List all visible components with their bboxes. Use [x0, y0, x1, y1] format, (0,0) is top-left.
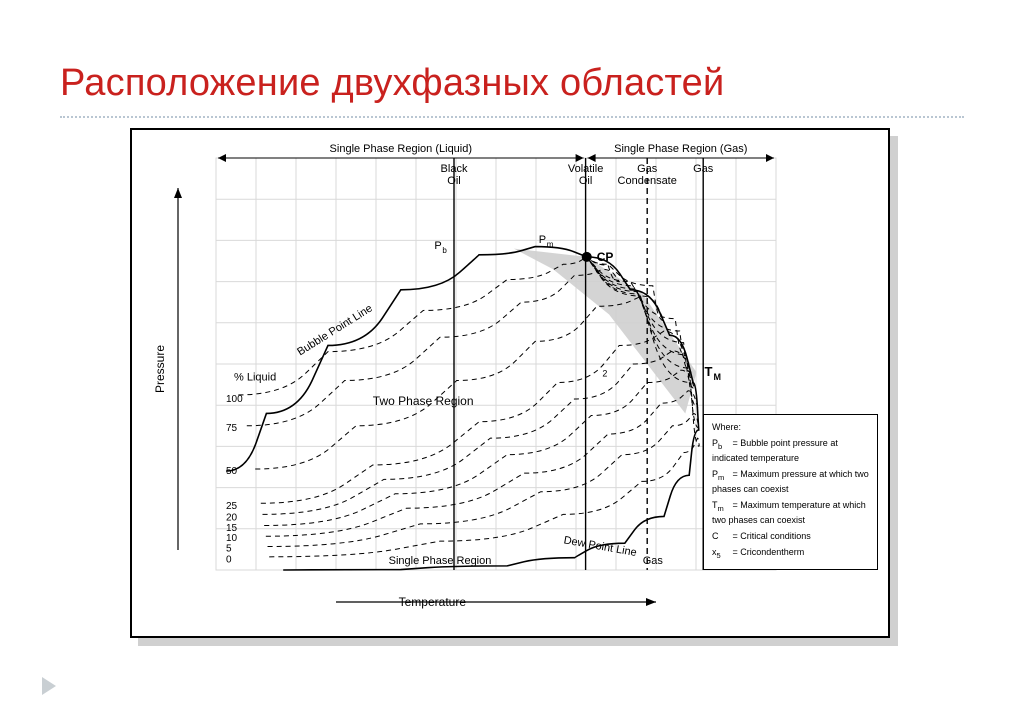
legend-row: C = Critical conditions	[712, 530, 869, 542]
svg-text:20: 20	[226, 512, 238, 523]
svg-text:Temperature: Temperature	[399, 595, 467, 609]
svg-text:CP: CP	[597, 250, 614, 264]
play-icon[interactable]	[42, 677, 56, 695]
svg-text:Volatile: Volatile	[568, 163, 603, 175]
figure-frame: BlackOilVolatileOilGasCondensateGasSingl…	[130, 128, 890, 638]
svg-text:b: b	[442, 246, 447, 255]
svg-text:75: 75	[226, 423, 238, 434]
svg-text:Black: Black	[441, 163, 468, 175]
svg-text:10: 10	[226, 533, 238, 544]
svg-text:T: T	[704, 364, 712, 379]
divider-dots	[60, 116, 964, 118]
legend-header: Where:	[712, 421, 869, 433]
svg-text:Condensate: Condensate	[618, 175, 677, 187]
svg-text:Gas: Gas	[643, 555, 664, 567]
svg-text:Oil: Oil	[579, 175, 592, 187]
svg-text:Gas: Gas	[637, 163, 658, 175]
svg-text:Pressure: Pressure	[153, 345, 167, 393]
svg-text:Single Phase Region: Single Phase Region	[389, 555, 492, 567]
legend-row: Tm = Maximum temperature at which two ph…	[712, 499, 869, 526]
svg-text:25: 25	[226, 501, 238, 512]
svg-text:50: 50	[226, 466, 238, 477]
svg-text:P: P	[539, 234, 546, 246]
svg-text:Gas: Gas	[693, 163, 714, 175]
svg-text:Oil: Oil	[447, 175, 460, 187]
legend-row: x5 = Cricondentherm	[712, 546, 869, 561]
svg-text:% Liquid: % Liquid	[234, 371, 276, 383]
svg-text:m: m	[547, 240, 554, 249]
svg-text:2: 2	[602, 368, 607, 378]
svg-text:Bubble Point Line: Bubble Point Line	[295, 302, 374, 358]
slide: Расположение двухфазных областей BlackOi…	[0, 0, 1024, 723]
slide-title: Расположение двухфазных областей	[60, 62, 724, 105]
legend-box: Where: Pb = Bubble point pressure at ind…	[703, 414, 878, 570]
legend-row: Pm = Maximum pressure at which two phase…	[712, 468, 869, 495]
svg-text:Single Phase Region (Liquid): Single Phase Region (Liquid)	[330, 143, 472, 155]
svg-text:5: 5	[226, 544, 232, 555]
svg-text:Single Phase Region (Gas): Single Phase Region (Gas)	[614, 143, 747, 155]
svg-text:P: P	[434, 240, 441, 252]
svg-text:0: 0	[226, 555, 232, 566]
svg-text:M: M	[713, 372, 721, 382]
svg-text:Two Phase Region: Two Phase Region	[373, 394, 474, 408]
svg-text:100: 100	[226, 394, 243, 405]
svg-text:Dew Point Line: Dew Point Line	[563, 534, 638, 559]
legend-row: Pb = Bubble point pressure at indicated …	[712, 437, 869, 464]
